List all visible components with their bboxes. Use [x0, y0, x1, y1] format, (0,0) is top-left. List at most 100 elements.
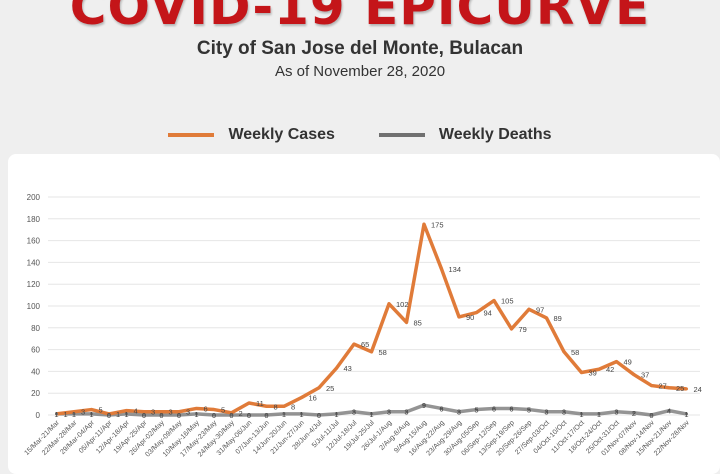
legend-item-cases: Weekly Cases — [168, 126, 335, 144]
deaths-data-label: 1 — [89, 410, 93, 419]
deaths-point — [125, 412, 128, 416]
deaths-point — [510, 406, 513, 410]
deaths-data-label: 0 — [142, 411, 146, 420]
deaths-point — [195, 412, 198, 416]
deaths-point — [527, 408, 531, 412]
deaths-data-label: 0 — [264, 411, 268, 420]
deaths-data-label: 1 — [124, 410, 128, 419]
cases-data-label: 8 — [291, 402, 295, 411]
cases-data-label: 58 — [571, 348, 579, 357]
y-tick-label: 20 — [31, 389, 40, 398]
deaths-point — [177, 413, 181, 417]
cases-data-label: 1 — [116, 410, 120, 419]
cases-point — [492, 299, 496, 303]
cases-point — [615, 360, 618, 364]
deaths-point — [650, 413, 653, 417]
deaths-data-label: 1 — [299, 410, 303, 419]
cases-data-label: 5 — [221, 406, 225, 415]
cases-data-label: 3 — [169, 408, 173, 417]
deaths-data-label: 1 — [194, 410, 198, 419]
cases-data-label: 43 — [344, 364, 352, 373]
legend-item-deaths: Weekly Deaths — [378, 126, 552, 144]
cases-data-label: 89 — [554, 314, 562, 323]
deaths-point — [457, 410, 461, 414]
cases-data-label: 2 — [239, 409, 243, 418]
cases-point — [440, 267, 443, 271]
cases-data-label: 102 — [396, 300, 409, 309]
chart-card — [8, 154, 720, 474]
deaths-data-label: 4 — [667, 407, 671, 416]
cases-data-label: 8 — [274, 402, 278, 411]
deaths-point — [142, 413, 146, 417]
cases-point — [685, 387, 688, 391]
cases-data-label: 58 — [379, 348, 387, 357]
deaths-point — [72, 412, 76, 416]
deaths-point — [335, 412, 338, 416]
cases-point — [195, 406, 198, 410]
cases-data-label: 1 — [64, 410, 68, 419]
cases-point — [475, 311, 478, 315]
cases-point — [282, 404, 286, 408]
deaths-data-label: 5 — [527, 406, 531, 415]
deaths-data-label: 6 — [439, 404, 443, 413]
cases-data-label: 39 — [589, 368, 597, 377]
cases-data-label: 4 — [134, 407, 138, 416]
deaths-data-label: 3 — [457, 408, 461, 417]
deaths-data-label: 0 — [649, 411, 653, 420]
deaths-point — [405, 410, 408, 414]
cases-point — [265, 404, 268, 408]
deaths-point — [580, 412, 583, 416]
cases-point — [317, 386, 321, 390]
cases-point — [247, 401, 251, 405]
deaths-point — [545, 410, 548, 414]
cases-point — [632, 373, 636, 377]
cases-data-label: 90 — [466, 313, 474, 322]
deaths-data-label: 3 — [614, 408, 618, 417]
cases-point — [90, 408, 93, 412]
deaths-point — [475, 408, 478, 412]
deaths-data-label: 0 — [159, 411, 163, 420]
y-tick-label: 0 — [36, 411, 41, 420]
cases-point — [562, 350, 566, 354]
cases-data-label: 16 — [309, 394, 317, 403]
deaths-point — [282, 412, 286, 416]
deaths-point — [317, 413, 321, 417]
cases-point — [72, 410, 76, 414]
legend-label-deaths: Weekly Deaths — [438, 126, 552, 143]
page-title: COVID-19 EPICURVE — [69, 0, 651, 36]
cases-data-label: 25 — [676, 384, 684, 393]
cases-point — [527, 307, 531, 311]
y-tick-label: 200 — [27, 193, 41, 202]
deaths-point — [107, 413, 111, 417]
deaths-data-label: 3 — [562, 408, 566, 417]
cases-point — [370, 350, 373, 354]
deaths-data-label: 1 — [579, 410, 583, 419]
deaths-data-label: 6 — [492, 404, 496, 413]
cases-point — [387, 302, 391, 306]
deaths-point — [55, 412, 58, 416]
deaths-point — [212, 413, 216, 417]
deaths-point — [300, 412, 303, 416]
deaths-data-label: 1 — [334, 410, 338, 419]
deaths-data-label: 3 — [544, 408, 548, 417]
cases-point — [300, 396, 303, 400]
cases-point — [580, 370, 583, 374]
cases-data-label: 94 — [484, 309, 492, 318]
deaths-point — [440, 406, 443, 410]
deaths-point — [160, 413, 163, 417]
cases-data-label: 49 — [624, 358, 632, 367]
cases-point — [230, 411, 233, 415]
deaths-point — [370, 412, 373, 416]
deaths-point — [230, 413, 233, 417]
deaths-data-label: 1 — [282, 410, 286, 419]
cases-point — [352, 342, 356, 346]
cases-data-label: 42 — [606, 365, 614, 374]
cases-data-label: 65 — [361, 340, 369, 349]
deaths-point — [632, 411, 636, 415]
cases-data-label: 3 — [81, 408, 85, 417]
y-tick-label: 100 — [27, 302, 41, 311]
cases-data-label: 97 — [536, 305, 544, 314]
cases-point — [422, 222, 426, 226]
cases-data-label: 24 — [694, 385, 702, 394]
cases-point — [510, 327, 513, 331]
